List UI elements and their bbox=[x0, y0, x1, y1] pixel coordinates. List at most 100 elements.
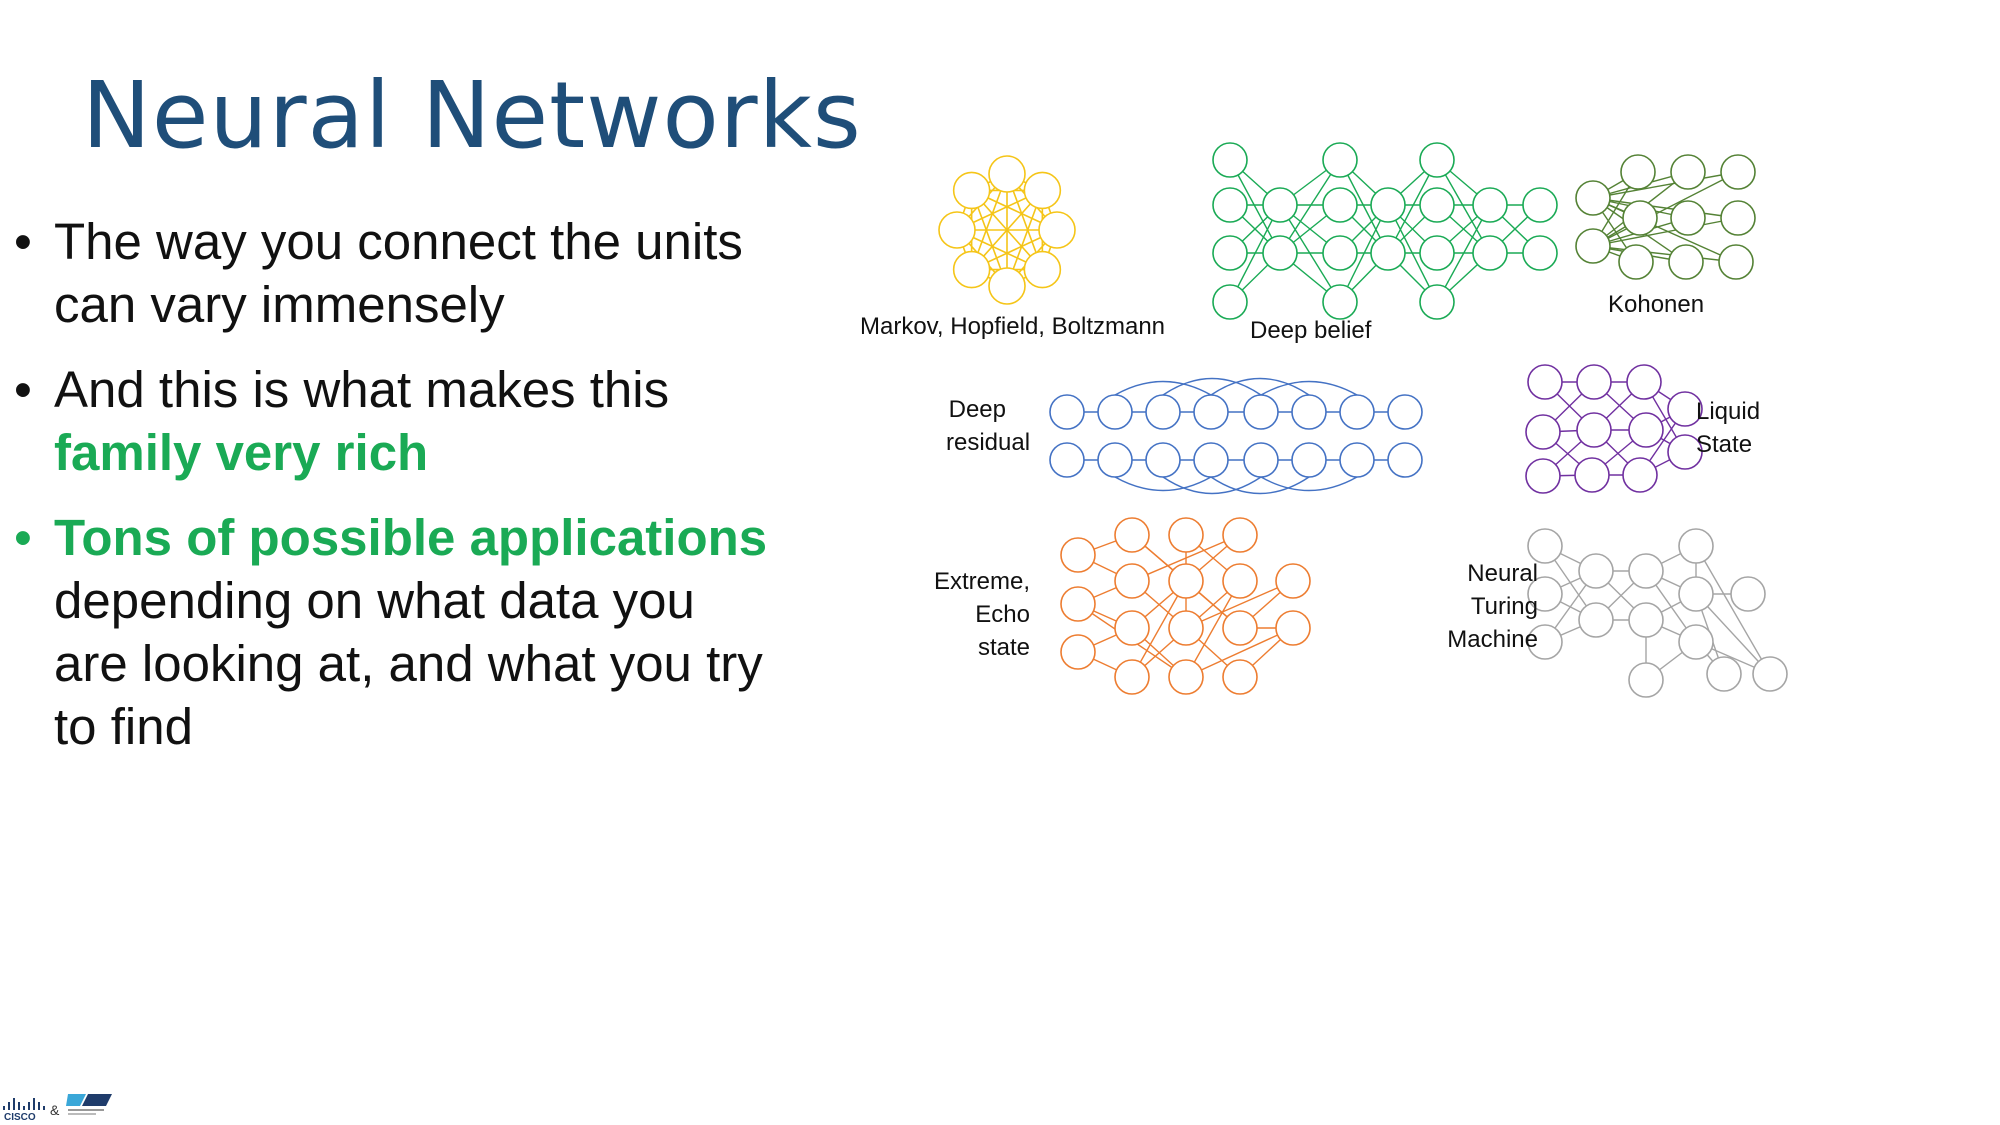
network-node bbox=[1168, 610, 1204, 646]
network-edge bbox=[1592, 171, 1739, 199]
logo-ampersand: & bbox=[50, 1102, 60, 1118]
network-node bbox=[1752, 656, 1788, 692]
network-node bbox=[1525, 414, 1561, 450]
network-node bbox=[1262, 235, 1298, 271]
network-node bbox=[1097, 394, 1133, 430]
deep-belief-network bbox=[1212, 142, 1558, 320]
skip-connection bbox=[1114, 380, 1212, 396]
network-node bbox=[1145, 442, 1181, 478]
network-node bbox=[1168, 563, 1204, 599]
skip-connection bbox=[1260, 380, 1358, 396]
network-edge bbox=[1185, 580, 1294, 629]
network-node bbox=[1667, 391, 1703, 427]
network-node bbox=[1339, 394, 1375, 430]
network-node bbox=[1114, 563, 1150, 599]
skip-connection bbox=[1162, 377, 1262, 396]
network-node bbox=[1667, 434, 1703, 470]
network-node bbox=[1618, 244, 1654, 280]
network-node bbox=[1678, 624, 1714, 660]
bullet-item: • The way you connect the units can vary… bbox=[14, 210, 774, 336]
markov-network bbox=[938, 155, 1076, 305]
network-edge bbox=[1436, 204, 1491, 303]
network-node bbox=[1628, 602, 1664, 638]
network-node bbox=[1387, 442, 1423, 478]
network-node bbox=[1222, 610, 1258, 646]
network-node bbox=[1472, 187, 1508, 223]
network-node bbox=[1522, 235, 1558, 271]
network-node bbox=[1678, 576, 1714, 612]
network-node bbox=[1419, 187, 1455, 223]
network-edge bbox=[1695, 545, 1771, 675]
slide-title: Neural Networks bbox=[82, 62, 862, 169]
network-node bbox=[1622, 200, 1658, 236]
network-node bbox=[1145, 394, 1181, 430]
network-edge bbox=[1436, 159, 1491, 254]
network-node bbox=[1339, 442, 1375, 478]
network-node bbox=[1419, 284, 1455, 320]
imt-logo-icon bbox=[66, 1094, 112, 1115]
bullet-item: • And this is what makes this family ver… bbox=[14, 358, 774, 484]
label-markov: Markov, Hopfield, Boltzmann bbox=[860, 313, 1166, 340]
network-node bbox=[1419, 142, 1455, 178]
network-edge bbox=[1185, 627, 1294, 678]
network-node bbox=[1212, 142, 1248, 178]
network-node bbox=[1628, 412, 1664, 448]
network-node bbox=[1668, 244, 1704, 280]
bullet-item: • Tons of possible applications dependin… bbox=[14, 506, 774, 758]
label-kohonen: Kohonen bbox=[1608, 291, 1705, 318]
label-neural-turing: Neural Turing Machine bbox=[1447, 560, 1538, 653]
extreme-echo-network bbox=[1060, 517, 1311, 695]
network-node bbox=[938, 211, 976, 249]
network-edge bbox=[1339, 204, 1389, 303]
network-node bbox=[952, 171, 991, 210]
network-node bbox=[1670, 200, 1706, 236]
network-node bbox=[1718, 244, 1754, 280]
cisco-logo-text: CISCO bbox=[4, 1112, 36, 1123]
network-node bbox=[1243, 394, 1279, 430]
network-node bbox=[1060, 634, 1096, 670]
network-node bbox=[1622, 457, 1658, 493]
footer-logos: CISCO & bbox=[0, 1090, 120, 1123]
network-node bbox=[1626, 364, 1662, 400]
network-node bbox=[1291, 442, 1327, 478]
bullet-text: The way you connect the units can vary i… bbox=[54, 213, 743, 333]
network-node bbox=[1322, 284, 1358, 320]
network-node bbox=[1212, 187, 1248, 223]
network-node bbox=[1212, 235, 1248, 271]
network-node bbox=[1049, 394, 1085, 430]
network-node bbox=[1023, 250, 1062, 289]
bullet-highlight: family very rich bbox=[54, 424, 429, 481]
network-edge bbox=[1131, 580, 1187, 678]
network-node bbox=[1576, 364, 1612, 400]
network-node bbox=[1527, 624, 1563, 660]
network-node bbox=[1578, 602, 1614, 638]
network-node bbox=[1212, 284, 1248, 320]
bullet-dot-icon: • bbox=[14, 509, 32, 566]
network-node bbox=[1575, 180, 1611, 216]
network-node bbox=[1387, 394, 1423, 430]
network-node bbox=[1097, 442, 1133, 478]
skip-connection bbox=[1162, 476, 1262, 495]
network-node bbox=[1322, 235, 1358, 271]
network-node bbox=[1275, 610, 1311, 646]
network-edge bbox=[1592, 217, 1739, 247]
kohonen-network bbox=[1575, 154, 1756, 280]
network-node bbox=[1370, 187, 1406, 223]
label-deep-residual: Deep residual bbox=[946, 396, 1031, 456]
bullet-dot-icon: • bbox=[14, 213, 32, 270]
network-edge bbox=[1592, 171, 1739, 247]
network-node bbox=[1322, 142, 1358, 178]
network-node bbox=[1527, 528, 1563, 564]
network-node bbox=[1193, 394, 1229, 430]
skip-connection bbox=[1210, 476, 1310, 495]
bullet-text: And this is what makes this bbox=[54, 361, 670, 418]
network-node bbox=[1168, 517, 1204, 553]
neural-turing-network bbox=[1527, 528, 1788, 698]
network-node bbox=[952, 250, 991, 289]
network-node bbox=[1578, 553, 1614, 589]
label-deep-belief: Deep belief bbox=[1250, 317, 1372, 344]
network-node bbox=[1193, 442, 1229, 478]
network-edge bbox=[1185, 580, 1241, 678]
network-edge bbox=[1592, 197, 1737, 263]
network-graphs bbox=[938, 142, 1788, 698]
